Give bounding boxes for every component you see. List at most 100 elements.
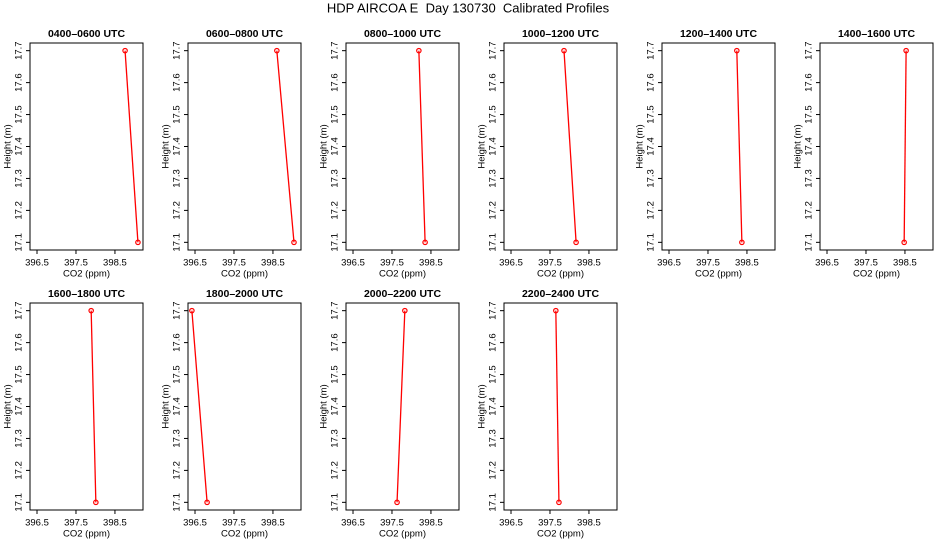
y-tick-label: 17.7 <box>172 41 183 60</box>
y-tick-label: 17.5 <box>804 105 815 124</box>
y-tick-label: 17.2 <box>488 201 499 220</box>
y-tick-label: 17.7 <box>14 41 25 60</box>
profile-line <box>396 310 406 503</box>
profile-point <box>291 239 297 246</box>
plot-frame <box>819 42 934 251</box>
y-tick-label: 17.5 <box>488 105 499 124</box>
y-tick-label: 17.1 <box>330 493 341 512</box>
y-tick-label: 17.1 <box>488 493 499 512</box>
y-axis-label: Height (m) <box>635 124 646 168</box>
profile-point <box>416 47 422 54</box>
x-tick-label: 398.5 <box>261 518 285 529</box>
y-axis-label: Height (m) <box>793 124 804 168</box>
y-tick-label: 17.3 <box>488 169 499 188</box>
panel-title: 0800–1000 UTC <box>364 28 441 40</box>
x-axis-label: CO2 (ppm) <box>695 269 742 280</box>
x-tick-label: 397.5 <box>538 258 562 269</box>
profile-point <box>135 239 141 246</box>
x-tick-label: 396.5 <box>499 518 523 529</box>
x-tick-label: 396.5 <box>341 258 365 269</box>
x-tick-label: 396.5 <box>499 258 523 269</box>
y-axis-label: Height (m) <box>319 384 330 428</box>
profile-point <box>573 239 579 246</box>
y-tick-label: 17.5 <box>14 105 25 124</box>
y-tick-label: 17.7 <box>646 41 657 60</box>
y-tick-label: 17.3 <box>14 169 25 188</box>
profile-point <box>739 239 745 246</box>
x-tick-label: 396.5 <box>183 518 207 529</box>
y-tick-label: 17.4 <box>488 397 499 416</box>
y-tick-label: 17.1 <box>172 493 183 512</box>
profile-point <box>402 307 408 314</box>
x-axis-label: CO2 (ppm) <box>853 269 900 280</box>
y-tick-label: 17.1 <box>330 233 341 252</box>
panel-title: 1600–1800 UTC <box>48 288 125 300</box>
x-tick-label: 398.5 <box>577 518 601 529</box>
profile-point <box>553 307 559 314</box>
profile-point <box>422 239 428 246</box>
x-tick-label: 398.5 <box>103 258 127 269</box>
y-tick-label: 17.4 <box>488 137 499 156</box>
x-tick-label: 396.5 <box>341 518 365 529</box>
profile-point <box>204 499 210 506</box>
x-tick-label: 398.5 <box>103 518 127 529</box>
y-axis-label: Height (m) <box>161 384 172 428</box>
y-tick-label: 17.3 <box>14 429 25 448</box>
profile-line <box>563 50 577 243</box>
x-tick-label: 398.5 <box>577 258 601 269</box>
x-tick-label: 397.5 <box>854 258 878 269</box>
y-tick-label: 17.1 <box>804 233 815 252</box>
x-tick-label: 398.5 <box>419 258 443 269</box>
y-tick-label: 17.2 <box>172 461 183 480</box>
y-axis-label: Height (m) <box>3 124 14 168</box>
x-axis-label: CO2 (ppm) <box>221 269 268 280</box>
y-tick-label: 17.6 <box>14 333 25 352</box>
y-tick-label: 17.4 <box>14 397 25 416</box>
profile-line <box>418 50 426 243</box>
y-tick-label: 17.5 <box>14 365 25 384</box>
profile-point <box>93 499 99 506</box>
y-tick-label: 17.1 <box>14 493 25 512</box>
panel-title: 1800–2000 UTC <box>206 288 283 300</box>
y-tick-label: 17.4 <box>330 397 341 416</box>
y-tick-label: 17.6 <box>488 333 499 352</box>
y-tick-label: 17.5 <box>646 105 657 124</box>
y-tick-label: 17.2 <box>488 461 499 480</box>
x-axis-label: CO2 (ppm) <box>63 269 110 280</box>
y-tick-label: 17.6 <box>14 73 25 92</box>
y-tick-label: 17.2 <box>330 461 341 480</box>
y-tick-label: 17.3 <box>330 169 341 188</box>
x-axis-label: CO2 (ppm) <box>379 269 426 280</box>
y-tick-label: 17.5 <box>330 105 341 124</box>
y-tick-label: 17.7 <box>172 301 183 320</box>
y-tick-label: 17.2 <box>646 201 657 220</box>
plot-frame <box>661 42 776 251</box>
y-tick-label: 17.2 <box>330 201 341 220</box>
plot-frame <box>503 42 618 251</box>
x-tick-label: 397.5 <box>222 258 246 269</box>
y-tick-label: 17.6 <box>646 73 657 92</box>
y-tick-label: 17.2 <box>172 201 183 220</box>
x-tick-label: 398.5 <box>893 258 917 269</box>
y-tick-label: 17.1 <box>172 233 183 252</box>
y-tick-label: 17.2 <box>804 201 815 220</box>
plot-frame <box>503 302 618 511</box>
y-tick-label: 17.2 <box>14 461 25 480</box>
y-tick-label: 17.5 <box>172 365 183 384</box>
x-tick-label: 397.5 <box>696 258 720 269</box>
y-tick-label: 17.4 <box>14 137 25 156</box>
panel-title: 0600–0800 UTC <box>206 28 283 40</box>
y-tick-label: 17.4 <box>172 137 183 156</box>
profile-line <box>124 50 139 243</box>
profile-point <box>189 307 195 314</box>
y-tick-label: 17.3 <box>488 429 499 448</box>
plot-frame <box>187 42 302 251</box>
profile-point <box>394 499 400 506</box>
x-tick-label: 397.5 <box>64 518 88 529</box>
x-axis-label: CO2 (ppm) <box>63 529 110 540</box>
x-tick-label: 396.5 <box>815 258 839 269</box>
y-tick-label: 17.5 <box>330 365 341 384</box>
y-tick-label: 17.6 <box>488 73 499 92</box>
x-tick-label: 396.5 <box>657 258 681 269</box>
y-tick-label: 17.5 <box>172 105 183 124</box>
